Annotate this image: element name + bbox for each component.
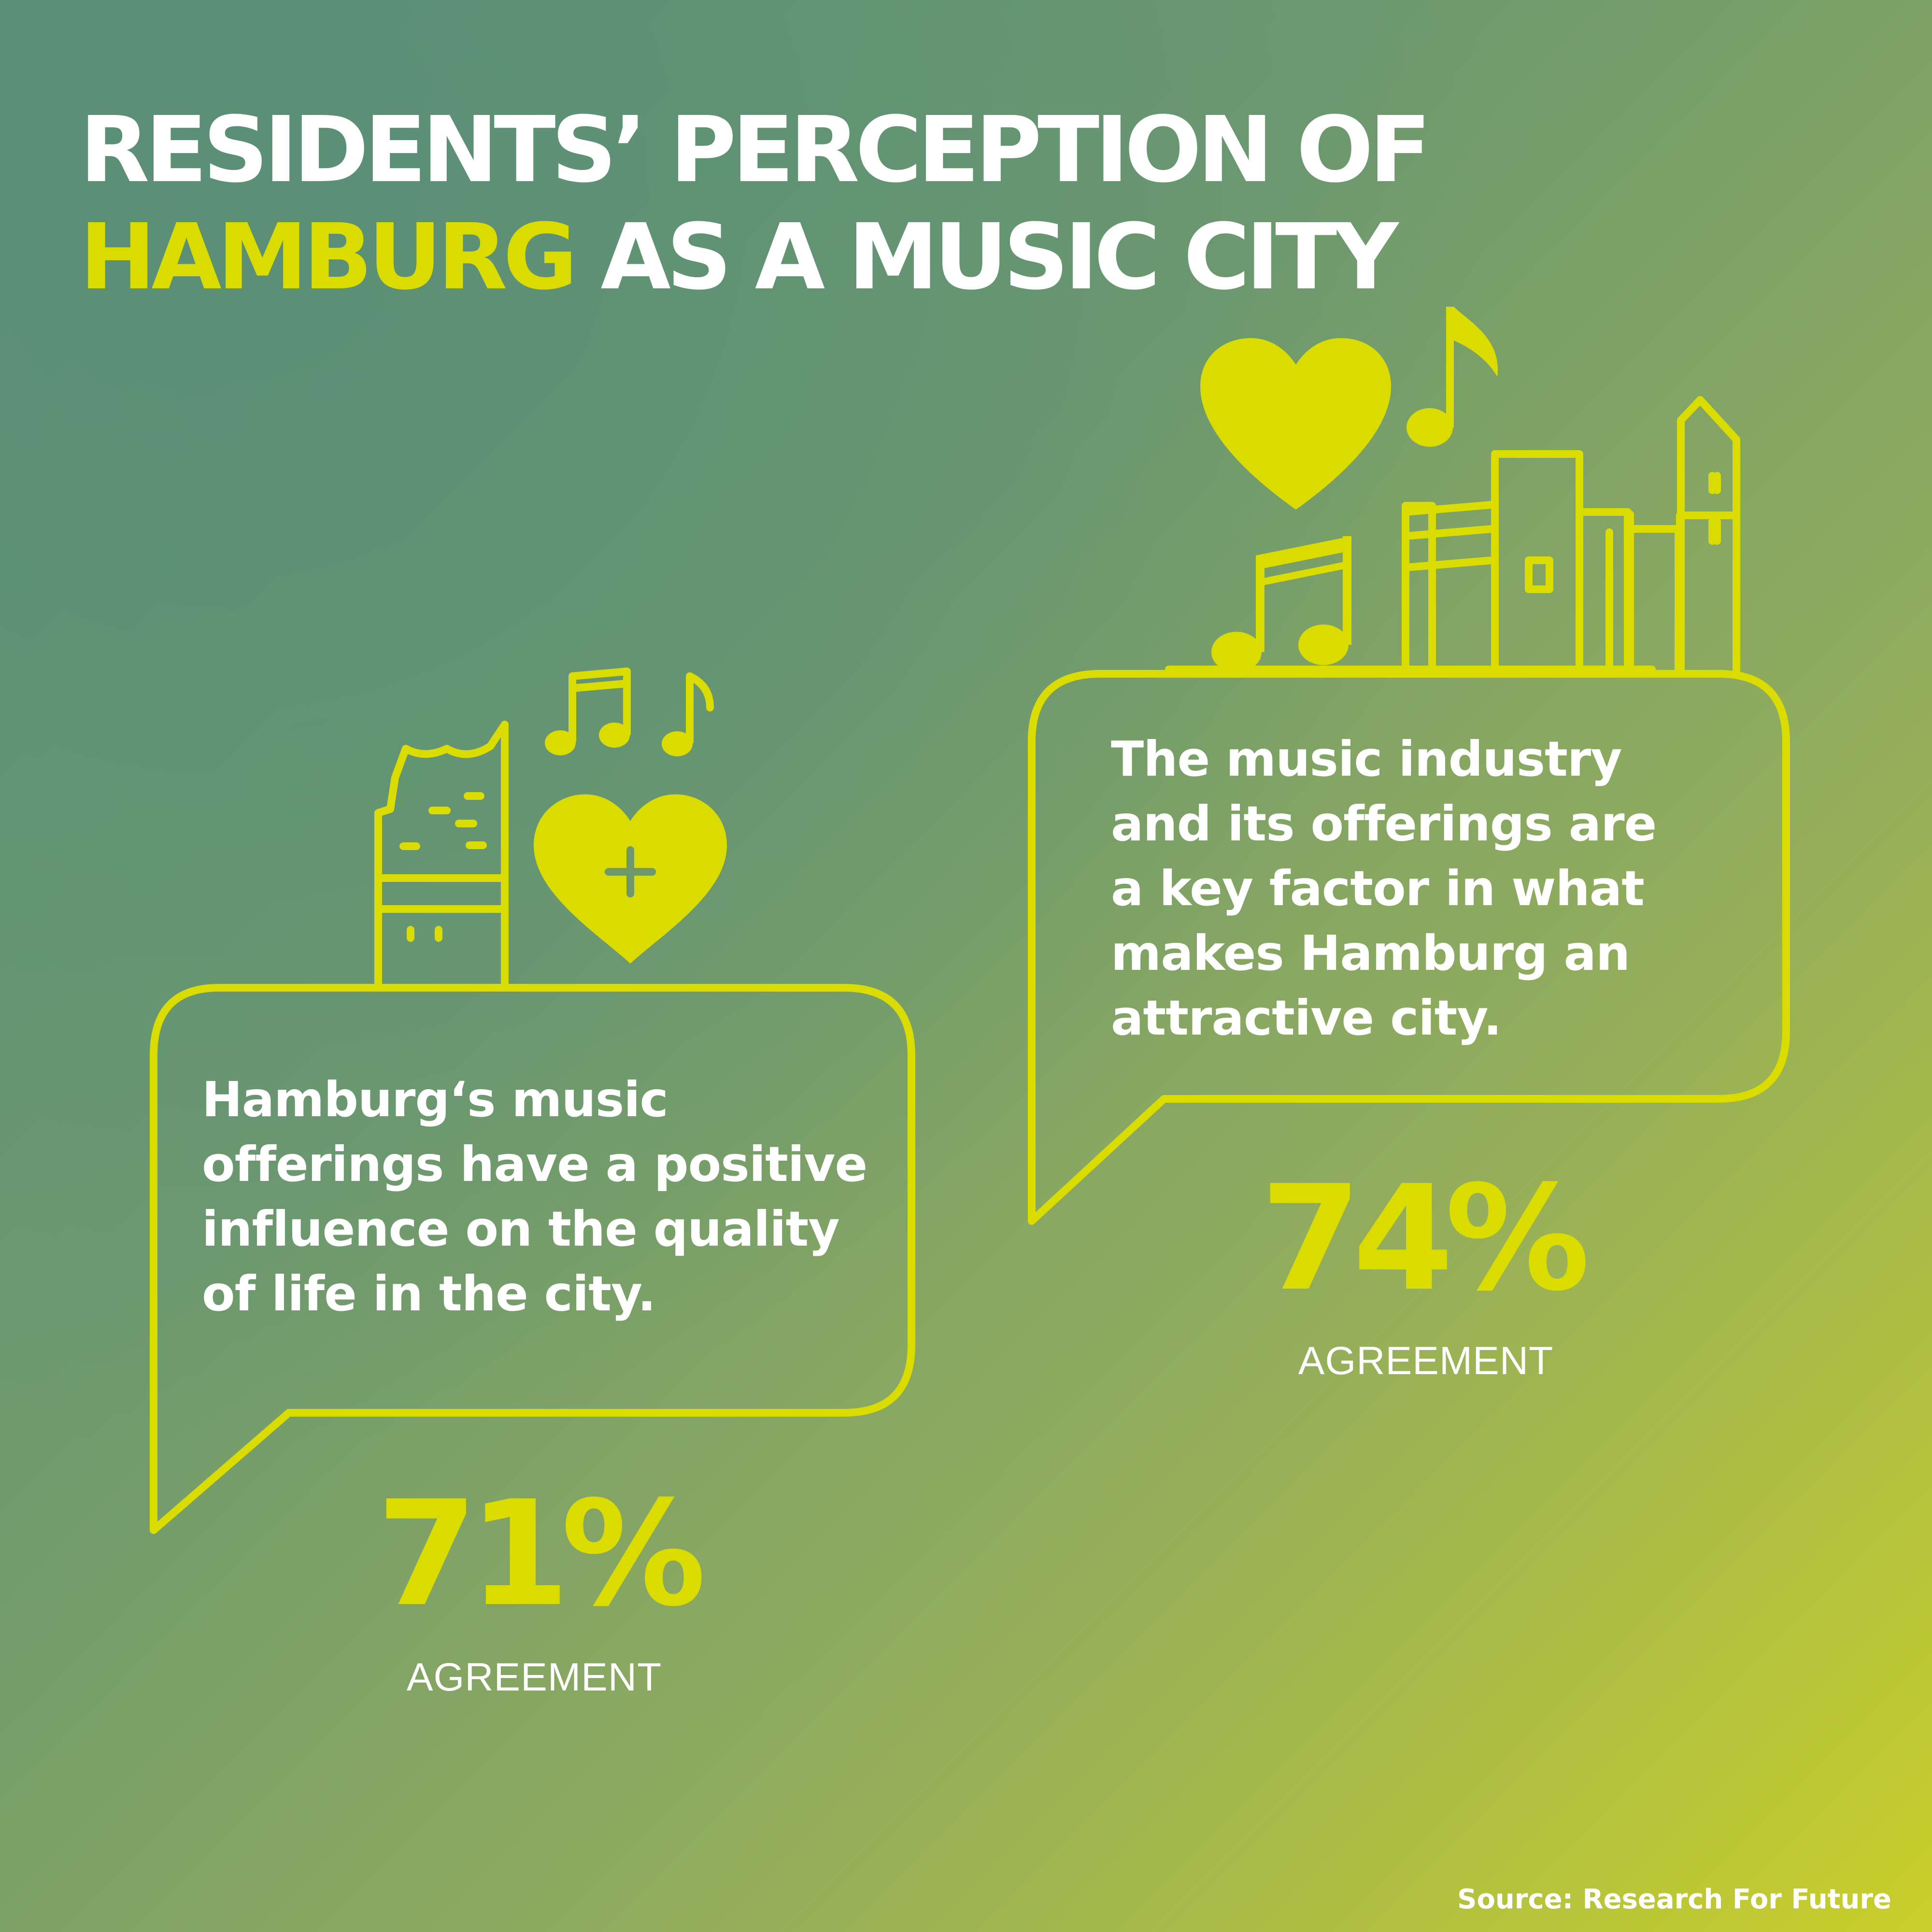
agreement-label-left: AGREEMENT — [406, 1655, 662, 1699]
music-notes-icon — [568, 668, 714, 745]
speech-bubble-right — [1028, 670, 1790, 1225]
agreement-label-right: AGREEMENT — [1298, 1339, 1554, 1383]
music-note-icon — [1406, 307, 1498, 447]
percent-left: 71% — [376, 1470, 706, 1638]
title-line-1: RESIDENTS’ PERCEPTION OF — [80, 97, 1431, 203]
statement-left: Hamburg‘s music offerings have a positiv… — [202, 1071, 867, 1322]
statement-right: The music industry and its offerings are… — [1111, 731, 1657, 1046]
title-highlight-hamburg: HAMBURG — [80, 204, 578, 310]
elbphilharmonie-icon — [374, 721, 509, 987]
beamed-notes-icon — [1211, 536, 1351, 672]
percent-right: 74% — [1260, 1154, 1590, 1323]
speech-bubble-left — [150, 984, 915, 1534]
city-buildings-icon — [1165, 396, 1740, 674]
heart-icon — [1200, 338, 1391, 510]
source-credit: Source: Research For Future — [1457, 1884, 1891, 1915]
music-note-heads-left — [545, 723, 693, 756]
page-title: RESIDENTS’ PERCEPTION OF HAMBURG AS A MU… — [80, 97, 1431, 311]
heart-plus-icon — [534, 794, 727, 964]
title-line-2: AS A MUSIC CITY — [573, 204, 1398, 310]
